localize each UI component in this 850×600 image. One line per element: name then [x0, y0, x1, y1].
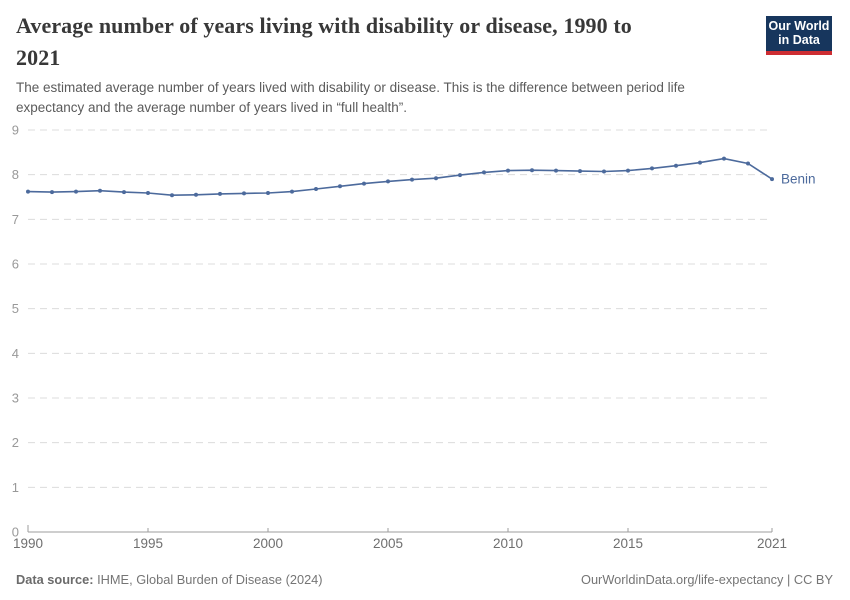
owid-logo-line1: Our World — [768, 19, 830, 33]
data-point[interactable] — [98, 188, 102, 193]
chart-subtitle: The estimated average number of years li… — [16, 78, 834, 117]
chart-footer: Data source: IHME, Global Burden of Dise… — [16, 572, 833, 587]
data-point[interactable] — [410, 177, 414, 182]
y-axis-label: 3 — [12, 391, 19, 406]
data-point[interactable] — [530, 168, 534, 173]
x-axis-label: 2000 — [253, 536, 283, 551]
x-axis-label: 2021 — [757, 536, 787, 551]
y-axis-label: 1 — [12, 480, 19, 495]
data-point[interactable] — [362, 181, 366, 186]
data-point[interactable] — [338, 184, 342, 189]
data-point[interactable] — [506, 168, 510, 173]
series-end-label[interactable]: Benin — [781, 172, 816, 187]
y-axis-label: 4 — [12, 346, 19, 361]
page-title: Average number of years living with disa… — [16, 10, 834, 74]
data-point[interactable] — [674, 163, 678, 168]
chart-header: Average number of years living with disa… — [16, 0, 834, 117]
data-point[interactable] — [386, 179, 390, 184]
data-point[interactable] — [314, 187, 318, 191]
data-point[interactable] — [578, 169, 582, 174]
data-point[interactable] — [650, 166, 654, 171]
data-point[interactable] — [74, 189, 78, 194]
y-axis-label: 9 — [12, 125, 19, 138]
data-point[interactable] — [146, 191, 150, 195]
series-line-benin[interactable] — [27, 157, 773, 197]
chart-subtitle-line1: The estimated average number of years li… — [16, 80, 685, 95]
y-axis-label: 7 — [12, 212, 19, 227]
x-axis-label: 1995 — [133, 536, 163, 551]
credit-link[interactable]: OurWorldinData.org/life-expectancy | CC … — [580, 572, 833, 587]
chart-subtitle-line2: expectancy and the average number of yea… — [16, 99, 407, 115]
x-axis-label: 2010 — [493, 536, 523, 551]
owid-logo-line2: in Data — [778, 33, 820, 47]
data-point[interactable] — [554, 168, 558, 173]
page-title-line2: 2021 — [16, 45, 61, 70]
y-axis-label: 0 — [12, 525, 19, 540]
data-source-value: IHME, Global Burden of Disease (2024) — [93, 572, 323, 587]
data-point[interactable] — [626, 168, 630, 173]
x-axis-label: 1990 — [13, 536, 43, 551]
data-point[interactable] — [218, 191, 222, 196]
data-point[interactable] — [482, 170, 486, 175]
data-source-note: Data source: IHME, Global Burden of Dise… — [16, 572, 323, 587]
data-point[interactable] — [242, 191, 246, 196]
data-source-label: Data source: — [16, 572, 94, 587]
x-axis-label: 2005 — [373, 536, 403, 551]
y-axis-label: 2 — [12, 435, 19, 450]
y-axis-label: 5 — [12, 301, 19, 316]
data-point[interactable] — [26, 189, 30, 194]
data-point[interactable] — [122, 190, 126, 195]
data-point[interactable] — [170, 193, 174, 198]
page-title-line1: Average number of years living with disa… — [16, 13, 632, 38]
data-point[interactable] — [722, 156, 726, 161]
data-point[interactable] — [290, 189, 294, 194]
chart-canvas[interactable]: 0 1 2 3 4 5 6 7 8 9 1990 1995 2000 2005 2010 2015 2021 Be… — [0, 123, 850, 570]
y-axis-label: 6 — [12, 257, 19, 272]
data-point[interactable] — [698, 160, 702, 165]
y-axis-label: 8 — [12, 167, 19, 182]
data-point[interactable] — [770, 177, 774, 182]
x-axis-label: 2015 — [613, 536, 643, 551]
data-point[interactable] — [602, 169, 606, 174]
data-point[interactable] — [194, 192, 198, 197]
data-point[interactable] — [50, 190, 54, 195]
owid-logo[interactable]: Our World in Data — [766, 16, 832, 55]
data-point[interactable] — [434, 176, 438, 181]
data-point[interactable] — [746, 161, 750, 166]
chart-area: 0 1 2 3 4 5 6 7 8 9 1990 1995 2000 2005 2010 2015 2021 Be… — [0, 123, 850, 570]
data-point[interactable] — [266, 191, 270, 195]
data-point[interactable] — [458, 173, 462, 178]
